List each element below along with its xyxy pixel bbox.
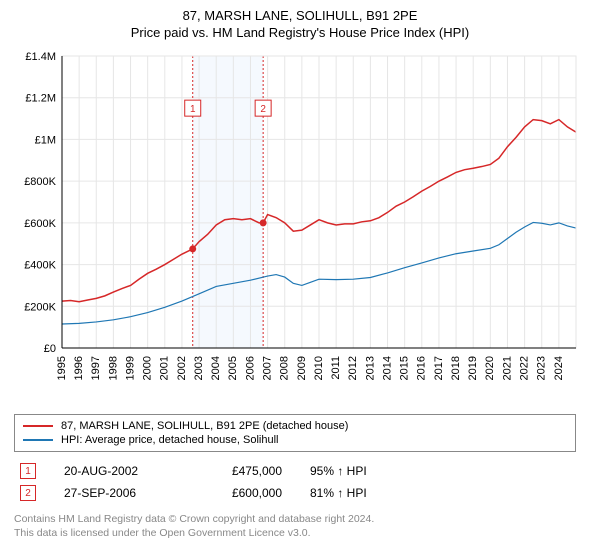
svg-text:2006: 2006: [244, 356, 256, 380]
transaction-price: £475,000: [202, 464, 282, 478]
price-chart: £0 £200K £400K £600K £800K £1M £1.2M £1.4M 1995 1…: [14, 48, 584, 408]
transaction-row: 2 27-SEP-2006 £600,000 81% ↑ HPI: [14, 482, 586, 504]
svg-text:2004: 2004: [210, 356, 222, 380]
legend-item: HPI: Average price, detached house, Soli…: [23, 433, 567, 447]
svg-text:2007: 2007: [262, 356, 274, 380]
legend-swatch: [23, 439, 53, 441]
svg-text:1: 1: [190, 104, 196, 115]
footnote-line: This data is licensed under the Open Gov…: [14, 526, 586, 540]
page-subtitle: Price paid vs. HM Land Registry's House …: [14, 25, 586, 40]
svg-text:2003: 2003: [193, 356, 205, 380]
transaction-date: 27-SEP-2006: [64, 486, 174, 500]
svg-text:2017: 2017: [433, 356, 445, 380]
svg-text:2024: 2024: [553, 356, 565, 380]
svg-text:£200K: £200K: [24, 301, 56, 313]
transaction-row: 1 20-AUG-2002 £475,000 95% ↑ HPI: [14, 460, 586, 482]
svg-text:2020: 2020: [484, 356, 496, 380]
svg-text:1998: 1998: [107, 356, 119, 380]
svg-text:2002: 2002: [176, 356, 188, 380]
svg-text:2021: 2021: [501, 356, 513, 380]
svg-text:2019: 2019: [467, 356, 479, 380]
transaction-marker: 1: [20, 463, 36, 479]
svg-text:£1M: £1M: [35, 134, 56, 146]
svg-text:£600K: £600K: [24, 218, 56, 230]
svg-text:£400K: £400K: [24, 260, 56, 272]
svg-text:1996: 1996: [73, 356, 85, 380]
legend-label: HPI: Average price, detached house, Soli…: [61, 434, 279, 446]
svg-text:2000: 2000: [142, 356, 154, 380]
page-title: 87, MARSH LANE, SOLIHULL, B91 2PE: [14, 8, 586, 23]
svg-text:2015: 2015: [399, 356, 411, 380]
legend-label: 87, MARSH LANE, SOLIHULL, B91 2PE (detac…: [61, 420, 348, 432]
svg-text:2009: 2009: [296, 356, 308, 380]
svg-text:2023: 2023: [536, 356, 548, 380]
svg-text:2012: 2012: [347, 356, 359, 380]
legend-item: 87, MARSH LANE, SOLIHULL, B91 2PE (detac…: [23, 419, 567, 433]
svg-text:2011: 2011: [330, 356, 342, 380]
svg-text:2013: 2013: [364, 356, 376, 380]
chart-legend: 87, MARSH LANE, SOLIHULL, B91 2PE (detac…: [14, 414, 576, 452]
svg-text:£1.2M: £1.2M: [25, 93, 56, 105]
transaction-date: 20-AUG-2002: [64, 464, 174, 478]
svg-text:2018: 2018: [450, 356, 462, 380]
svg-text:2022: 2022: [519, 356, 531, 380]
svg-text:2008: 2008: [279, 356, 291, 380]
svg-text:2010: 2010: [313, 356, 325, 380]
legend-swatch: [23, 425, 53, 427]
svg-text:2014: 2014: [381, 356, 393, 380]
svg-text:2: 2: [260, 104, 266, 115]
svg-text:1999: 1999: [124, 356, 136, 380]
transaction-table: 1 20-AUG-2002 £475,000 95% ↑ HPI 2 27-SE…: [14, 460, 586, 504]
svg-text:2016: 2016: [416, 356, 428, 380]
svg-text:2005: 2005: [227, 356, 239, 380]
svg-text:£0: £0: [44, 343, 56, 355]
svg-text:1997: 1997: [90, 356, 102, 380]
svg-text:2001: 2001: [159, 356, 171, 380]
footnote-line: Contains HM Land Registry data © Crown c…: [14, 512, 586, 526]
svg-text:1995: 1995: [56, 356, 68, 380]
transaction-hpi: 95% ↑ HPI: [310, 464, 400, 478]
transaction-price: £600,000: [202, 486, 282, 500]
footnote: Contains HM Land Registry data © Crown c…: [14, 512, 586, 540]
transaction-hpi: 81% ↑ HPI: [310, 486, 400, 500]
svg-text:£1.4M: £1.4M: [25, 51, 56, 63]
transaction-marker: 2: [20, 485, 36, 501]
svg-text:£800K: £800K: [24, 176, 56, 188]
